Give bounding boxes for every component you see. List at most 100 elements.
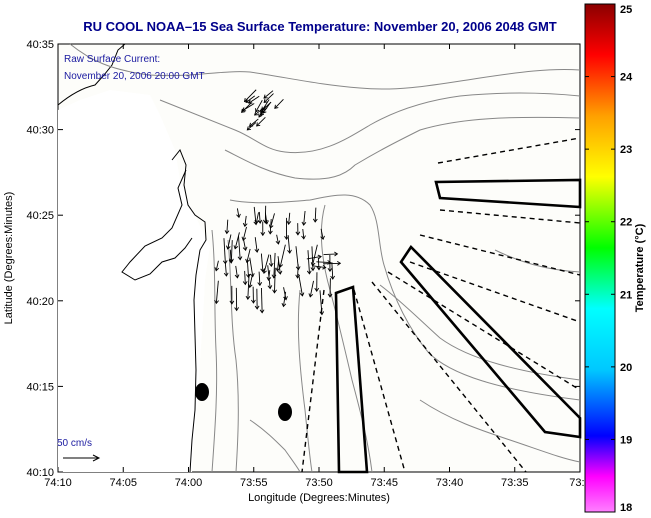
current-vector [245,273,251,300]
current-vector [312,207,318,223]
current-vector [242,215,248,228]
contour-channel-east [229,194,581,401]
contour-shelf-north [69,43,581,90]
figure-title: RU COOL NOAA–15 Sea Surface Temperature:… [83,19,557,34]
current-vector [319,290,325,316]
current-vector [306,254,322,260]
contour-east-upper [494,249,581,273]
y-tick-label: 40:15 [26,381,54,393]
current-vector [241,226,247,241]
colorbar-ticks: 25 24 23 22 21 20 19 18 [585,3,633,514]
contour-south-east [419,399,581,463]
zone-diagonal-box [399,244,582,439]
current-vector [241,102,252,113]
x-tick-label: 74:10 [44,477,72,489]
x-tick-label: 73:40 [436,477,464,489]
current-vector [242,270,248,286]
current-vector [327,278,333,298]
current-vector [323,261,342,266]
current-vector [323,251,339,257]
current-vector [306,250,312,275]
current-vector [277,256,283,275]
contour-nearshore [211,229,218,473]
current-vector [283,287,288,301]
colorbar-tick-label: 24 [620,72,633,84]
current-vector [248,118,259,127]
current-vector [314,272,320,292]
current-vector [301,210,307,226]
current-vector [284,217,289,241]
x-tick-label: 73:35 [501,477,529,489]
current-vector [272,268,277,294]
contour-channel-deep [297,289,313,473]
y-tick-label: 40:30 [26,125,54,137]
current-vector [274,99,284,109]
current-vector [233,232,240,250]
current-vector [234,287,239,312]
colorbar-tick-label: 25 [620,4,632,16]
contour-sw [249,419,301,473]
current-vector [255,100,263,113]
current-vector [254,288,260,310]
current-vector [320,228,325,240]
current-vector [264,212,269,225]
current-vector [295,246,301,271]
colorbar-tick-label: 23 [620,144,632,156]
current-vector [229,285,235,305]
current-vector [316,257,322,271]
colorbar-tick-label: 20 [620,362,632,374]
colorbar-tick-label: 18 [620,502,632,514]
coastline-inner [121,169,193,281]
current-vector [286,212,292,225]
current-vector [257,271,263,287]
current-vector [263,90,274,99]
current-vector [236,208,241,219]
current-vector [271,252,277,279]
current-vectors [214,89,342,316]
current-vector [234,265,240,279]
y-tick-label: 40:20 [26,296,54,308]
colorbar-tick-label: 22 [620,217,632,229]
colorbar-tick-label: 19 [620,434,632,446]
current-vector [301,228,306,240]
station-marker-1 [195,383,209,401]
contour-mid-north [159,92,581,154]
current-vector [247,276,253,289]
current-vector [260,221,266,237]
current-vector [260,253,266,273]
current-vector [316,260,332,265]
colorbar-label: Temperature (°C) [634,223,646,312]
zone-east-box [434,178,582,209]
current-vector [245,260,251,279]
current-vector [259,288,265,314]
zone-channel-box [334,285,369,474]
y-tick-label: 40:35 [26,39,54,51]
current-vector [245,248,251,264]
current-vector [266,270,272,281]
y-axis-ticks: 40:35 40:30 40:25 40:20 40:15 40:10 [26,39,580,479]
current-vector [248,95,260,104]
current-vector [224,219,230,235]
scale-arrow-head [92,454,101,462]
current-vector [268,213,275,229]
scale-label: 50 cm/s [57,438,92,449]
current-vector [312,264,327,270]
current-vector [262,254,270,274]
current-vector [242,240,248,251]
colorbar-tick-label: 21 [620,289,632,301]
annotation-line-1: Raw Surface Current: [64,54,160,65]
current-vector [298,273,305,297]
current-vector [251,286,256,304]
current-vector [225,234,232,250]
map-content: 50 cm/s Raw Surface Current: November 20… [57,43,582,474]
current-vector [259,101,272,113]
contour-upper-bight [224,116,581,180]
current-vector [263,93,274,104]
current-vector [249,257,255,278]
current-vector [214,260,220,272]
x-tick-label: 74:00 [175,477,203,489]
current-vector [295,223,301,236]
current-vector [228,249,234,264]
current-vector [275,234,281,245]
